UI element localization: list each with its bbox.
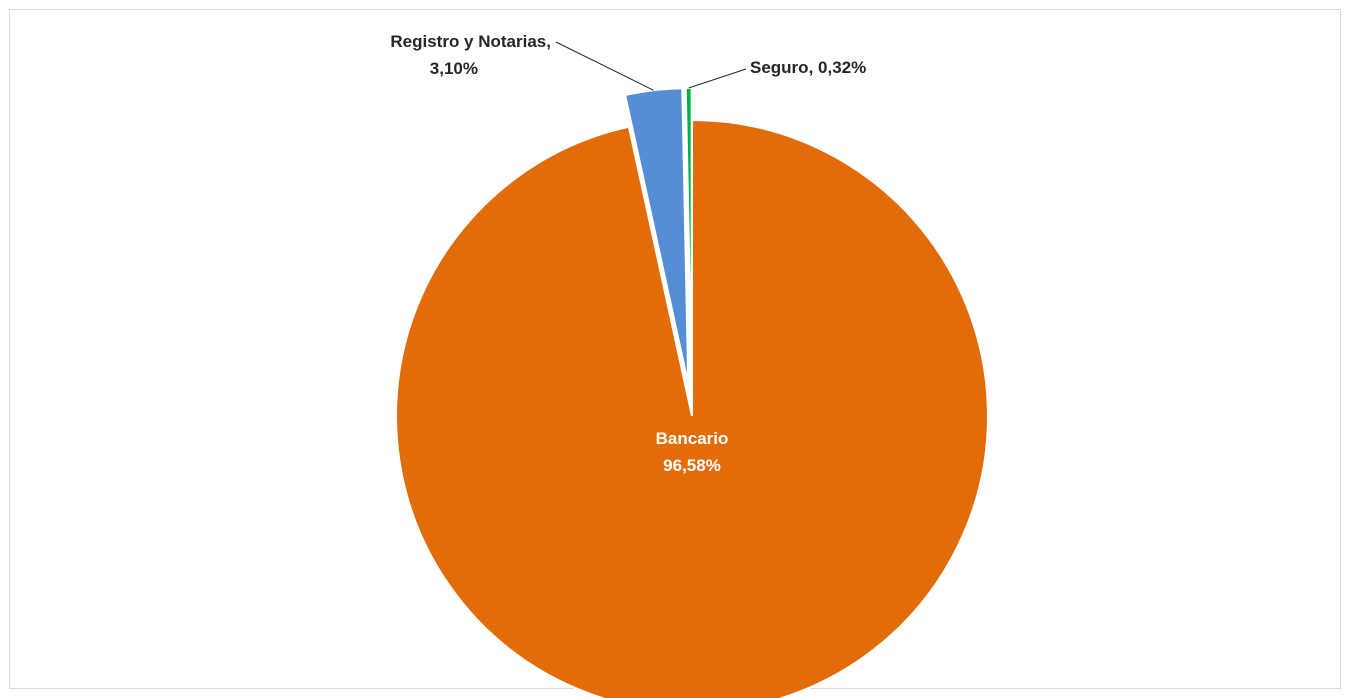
pie-slice-seguro (684, 87, 693, 385)
label-registro-value: 3,10% (430, 59, 478, 78)
label-registro-name: Registro y Notarias, (390, 32, 551, 51)
data-label-seguro: Seguro, 0,32% (750, 58, 866, 77)
leader-line-seguro (688, 68, 747, 89)
data-label-bancario: Bancario 96,58% (656, 429, 729, 475)
label-bancario-name: Bancario (656, 429, 729, 448)
pie-slice-bancario (395, 118, 989, 698)
data-label-registro-notarias: Registro y Notarias, 3,10% (390, 32, 551, 78)
pie-slice-registro-y-notarias (623, 87, 690, 385)
label-seguro: Seguro, 0,32% (750, 58, 866, 77)
leader-line-registro-y-notarias (555, 41, 654, 91)
pie-slices (395, 87, 989, 698)
label-bancario-value: 96,58% (663, 456, 721, 475)
leader-lines (555, 41, 747, 91)
